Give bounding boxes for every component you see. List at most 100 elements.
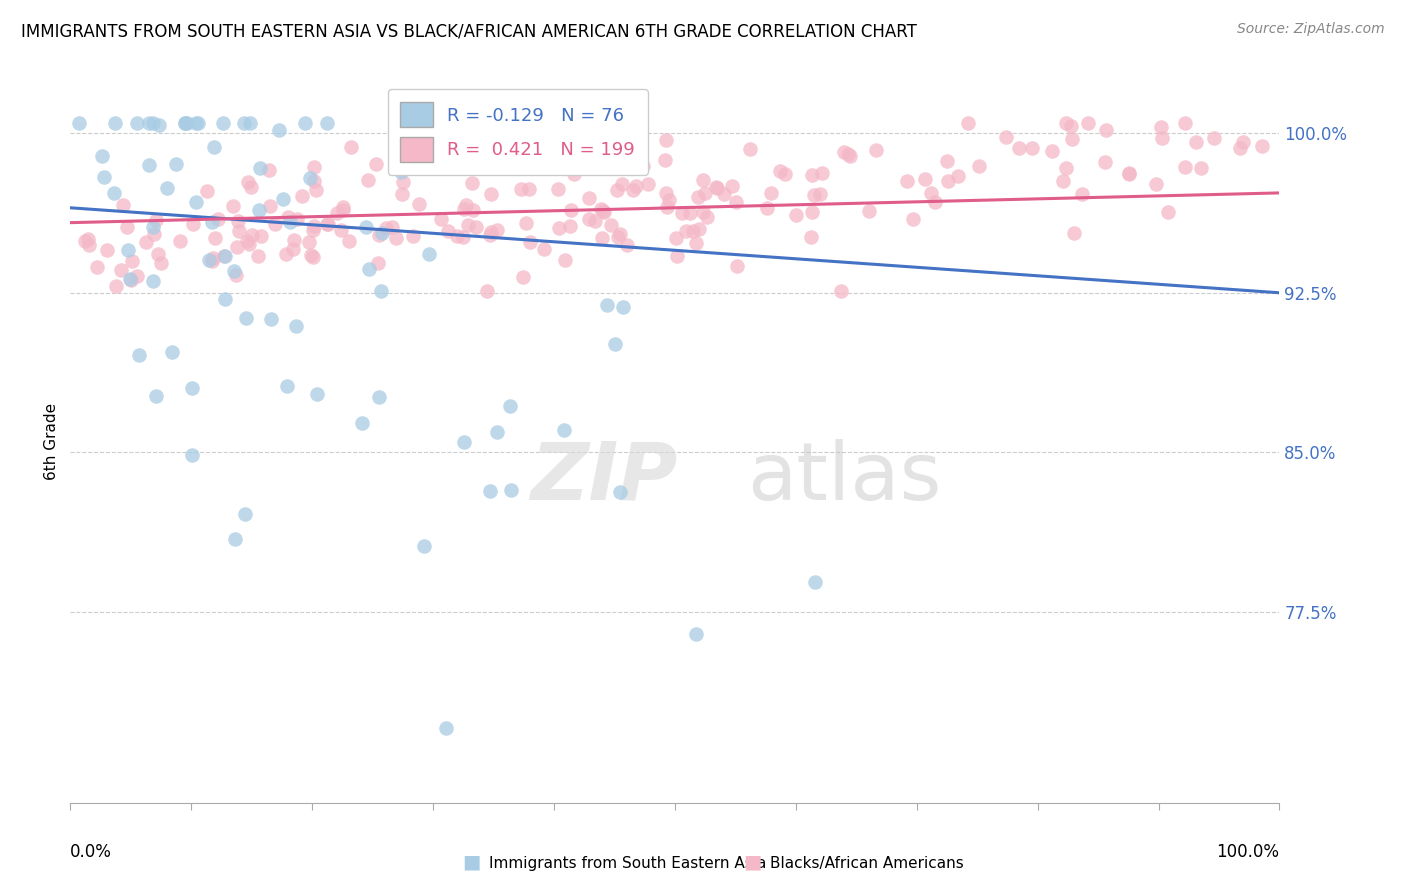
Point [654, 132, 676, 146]
Point [501, 483, 523, 497]
Point [281, 242, 304, 256]
Point [91, 149, 114, 163]
Point [583, 214, 606, 228]
Point [259, 198, 281, 212]
Point [773, 167, 796, 181]
Point [201, 251, 224, 265]
Legend: R = -0.129   N = 76, R =  0.421   N = 199: R = -0.129 N = 76, R = 0.421 N = 199 [388, 89, 648, 175]
Text: 100.0%: 100.0% [1216, 843, 1279, 861]
Point [693, 186, 716, 200]
Point [654, 153, 676, 167]
Point [411, 116, 433, 130]
Point [560, 202, 582, 217]
Point [214, 249, 236, 263]
Point [371, 226, 394, 240]
Point [430, 212, 453, 227]
Point [1021, 141, 1043, 155]
Point [599, 219, 621, 233]
Point [519, 235, 541, 249]
Point [434, 722, 457, 736]
Point [276, 379, 298, 393]
Point [616, 238, 638, 252]
Point [606, 183, 628, 197]
Point [408, 197, 430, 211]
Point [240, 228, 263, 243]
Point [249, 161, 271, 175]
Point [479, 225, 502, 239]
Point [914, 172, 936, 186]
Point [1229, 141, 1251, 155]
Point [238, 236, 260, 251]
Point [173, 116, 195, 130]
Point [211, 116, 233, 130]
Point [612, 300, 634, 314]
Point [302, 173, 325, 187]
Point [418, 247, 440, 261]
Point [724, 194, 747, 209]
Point [277, 210, 299, 224]
Point [696, 210, 718, 224]
Point [486, 223, 509, 237]
Point [593, 205, 616, 219]
Point [184, 195, 207, 210]
Point [222, 199, 245, 213]
Point [560, 219, 582, 234]
Point [903, 212, 925, 227]
Point [201, 253, 224, 268]
Point [264, 217, 287, 231]
Point [225, 268, 247, 282]
Point [755, 202, 778, 216]
Point [228, 224, 250, 238]
Point [316, 217, 339, 231]
Point [368, 390, 391, 404]
Point [457, 218, 479, 232]
Point [832, 145, 855, 160]
Point [946, 169, 969, 183]
Point [239, 116, 262, 130]
Point [1150, 120, 1173, 134]
Point [236, 234, 259, 248]
Point [865, 143, 887, 157]
Point [1185, 135, 1208, 149]
Point [1152, 131, 1174, 145]
Point [688, 222, 710, 236]
Point [920, 186, 942, 200]
Point [224, 532, 246, 546]
Text: Blacks/African Americans: Blacks/African Americans [770, 856, 965, 871]
Text: ZIP: ZIP [530, 439, 678, 516]
Point [287, 212, 309, 227]
Point [896, 174, 918, 188]
Point [606, 230, 628, 244]
Point [803, 188, 825, 202]
Point [302, 219, 325, 233]
Point [800, 230, 823, 244]
Point [682, 225, 704, 239]
Point [298, 171, 321, 186]
Point [595, 136, 617, 150]
Point [924, 195, 946, 210]
Point [1062, 132, 1084, 146]
Point [562, 167, 585, 181]
Point [143, 227, 166, 242]
Point [142, 220, 165, 235]
Point [103, 186, 125, 200]
Point [290, 188, 312, 202]
Point [187, 116, 209, 130]
Point [592, 203, 614, 218]
Point [392, 175, 415, 189]
Point [357, 261, 380, 276]
Point [298, 235, 321, 250]
Point [146, 246, 169, 260]
Point [207, 211, 229, 226]
Point [247, 202, 270, 217]
Point [284, 318, 307, 333]
Point [214, 292, 236, 306]
Point [162, 345, 184, 359]
Point [678, 205, 700, 219]
Point [624, 179, 647, 194]
Point [381, 220, 404, 235]
Point [67, 116, 90, 130]
Point [612, 178, 634, 192]
Point [138, 116, 160, 130]
Point [278, 215, 301, 229]
